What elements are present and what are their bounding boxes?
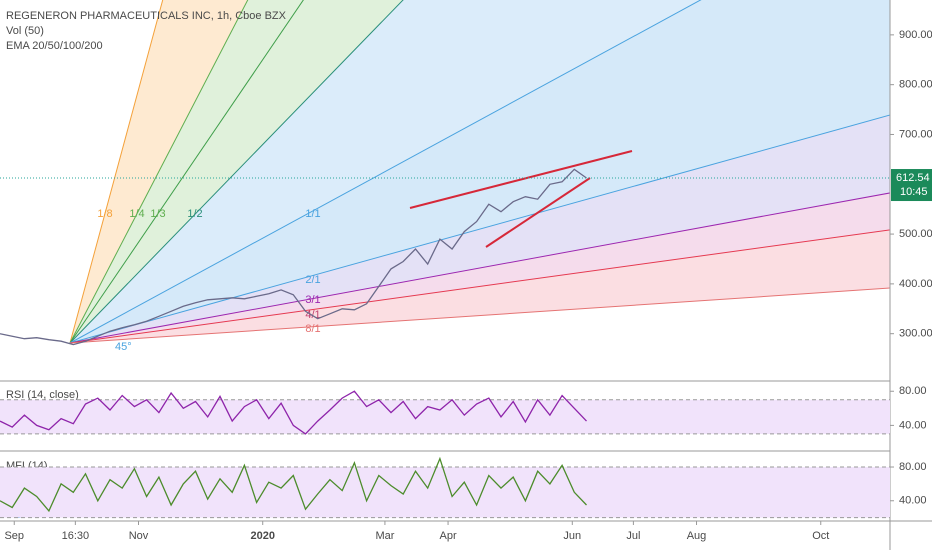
x-tick-label: 16:30	[62, 530, 90, 542]
chart-title: REGENERON PHARMACEUTICALS INC, 1h, Cboe …	[6, 10, 287, 22]
fan-label: 2/1	[305, 274, 320, 286]
fan-line	[69, 102, 932, 344]
fan-area	[70, 0, 932, 343]
y-tick-label: 700.00	[899, 128, 932, 140]
angle-label: 45°	[115, 341, 132, 353]
fan-label: 3/1	[305, 294, 320, 306]
x-tick-label: Jul	[626, 530, 640, 542]
y-tick-label: 800.00	[899, 79, 932, 91]
fan-label: 1/8	[97, 208, 112, 220]
x-tick-label: Sep	[4, 530, 24, 542]
indicator-label: Vol (50)	[6, 25, 44, 37]
series-line	[0, 456, 587, 513]
x-tick-label: 2020	[250, 530, 274, 542]
fan-line	[69, 223, 932, 344]
series-line	[0, 168, 587, 346]
x-tick-label: Oct	[812, 530, 829, 542]
fan-line	[69, 0, 702, 344]
y-tick-label: 40.00	[899, 495, 927, 507]
countdown-label: 10:45	[900, 186, 928, 198]
trend-line	[485, 177, 591, 248]
trend-line	[409, 150, 633, 209]
x-tick-label: Nov	[129, 530, 149, 542]
fan-line	[69, 284, 932, 344]
y-tick-label: 400.00	[899, 278, 932, 290]
y-tick-label: 900.00	[899, 29, 932, 41]
x-tick-label: Mar	[375, 530, 394, 542]
panel-title: RSI (14, close)	[6, 389, 79, 401]
y-tick-label: 40.00	[899, 419, 927, 431]
fan-line	[69, 184, 932, 344]
fan-label: 1/3	[150, 208, 165, 220]
y-tick-label: 300.00	[899, 328, 932, 340]
y-tick-label: 80.00	[899, 461, 927, 473]
y-tick-label: 80.00	[899, 385, 927, 397]
fan-label: 1/4	[129, 208, 144, 220]
last-price-box	[891, 169, 932, 202]
series-line	[0, 390, 587, 435]
y-tick-label: 500.00	[899, 228, 932, 240]
x-tick-label: Apr	[439, 530, 456, 542]
x-tick-label: Aug	[687, 530, 707, 542]
x-tick-label: Jun	[563, 530, 581, 542]
indicator-label: EMA 20/50/100/200	[6, 40, 103, 52]
fan-label: 1/1	[305, 208, 320, 220]
fan-label: 1/2	[187, 208, 202, 220]
fan-label: 8/1	[305, 323, 320, 335]
last-price-label: 612.54	[896, 172, 930, 184]
